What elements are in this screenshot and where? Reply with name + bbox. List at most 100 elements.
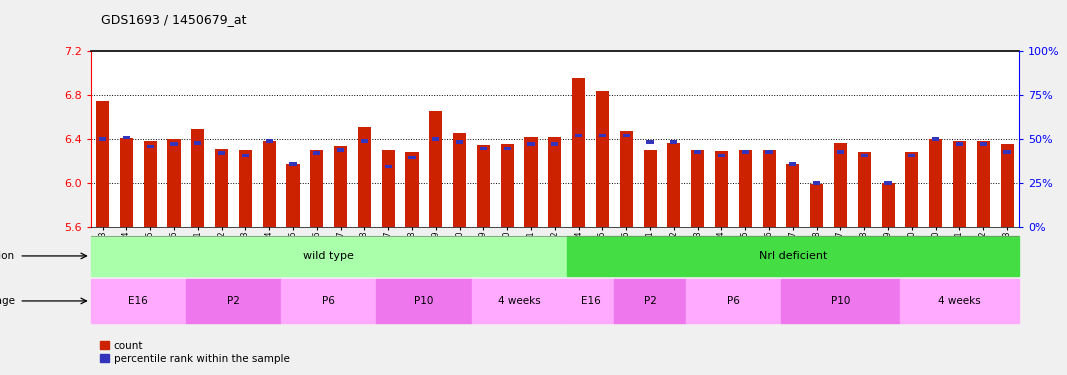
Bar <box>242 153 249 157</box>
Bar <box>686 279 781 322</box>
Bar <box>429 111 443 227</box>
Bar <box>525 136 538 227</box>
Bar <box>742 150 749 154</box>
Text: P6: P6 <box>322 296 335 306</box>
Bar <box>1001 144 1014 227</box>
Bar <box>194 141 202 145</box>
Bar <box>91 236 567 276</box>
Bar <box>384 165 392 168</box>
Text: P10: P10 <box>831 296 850 306</box>
Bar <box>477 146 490 227</box>
Legend: count, percentile rank within the sample: count, percentile rank within the sample <box>96 336 293 368</box>
Bar <box>858 152 871 227</box>
Bar <box>453 133 466 227</box>
Text: 4 weeks: 4 weeks <box>938 296 981 306</box>
Bar <box>643 150 656 227</box>
Bar <box>357 127 371 227</box>
Bar <box>552 142 558 146</box>
Bar <box>281 279 377 322</box>
Bar <box>956 142 964 146</box>
Bar <box>405 152 418 227</box>
Bar <box>123 136 130 140</box>
Bar <box>314 151 320 155</box>
Text: P2: P2 <box>227 296 240 306</box>
Bar <box>567 279 615 322</box>
Bar <box>567 236 1019 276</box>
Bar <box>168 139 180 227</box>
Bar <box>953 141 966 227</box>
Bar <box>738 150 752 227</box>
Bar <box>310 150 323 227</box>
Bar <box>377 279 472 322</box>
Bar <box>813 181 821 184</box>
Bar <box>239 150 252 227</box>
Bar <box>615 279 686 322</box>
Text: P10: P10 <box>414 296 433 306</box>
Text: genotype/variation: genotype/variation <box>0 251 15 261</box>
Bar <box>980 142 987 146</box>
Bar <box>361 139 368 143</box>
Bar <box>334 147 347 227</box>
Text: development stage: development stage <box>0 296 15 306</box>
Bar <box>472 279 567 322</box>
Bar <box>599 134 606 137</box>
Bar <box>908 153 915 157</box>
Bar <box>620 131 633 227</box>
Bar <box>146 145 154 148</box>
Bar <box>289 162 297 166</box>
Bar <box>382 150 395 227</box>
Bar <box>667 143 681 227</box>
Bar <box>286 164 300 227</box>
Bar <box>527 142 535 146</box>
Bar <box>786 164 799 227</box>
Bar <box>548 136 561 227</box>
Bar <box>899 279 1019 322</box>
Bar <box>480 147 487 150</box>
Bar <box>96 101 109 227</box>
Text: P2: P2 <box>643 296 656 306</box>
Bar <box>1003 150 1010 154</box>
Bar <box>186 279 281 322</box>
Bar <box>670 140 678 144</box>
Bar <box>834 143 847 227</box>
Bar <box>500 144 514 227</box>
Bar <box>144 141 157 227</box>
Text: E16: E16 <box>128 296 148 306</box>
Bar <box>691 150 704 227</box>
Bar <box>837 150 844 154</box>
Text: GDS1693 / 1450679_at: GDS1693 / 1450679_at <box>101 13 246 26</box>
Text: Nrl deficient: Nrl deficient <box>759 251 827 261</box>
Bar <box>216 148 228 227</box>
Bar <box>715 151 728 227</box>
Bar <box>623 134 630 137</box>
Bar <box>885 181 892 184</box>
Bar <box>718 153 726 157</box>
Bar <box>262 141 275 227</box>
Bar <box>191 129 205 227</box>
Bar <box>790 162 796 166</box>
Bar <box>218 151 225 155</box>
Bar <box>905 152 919 227</box>
Bar <box>694 150 701 154</box>
Bar <box>763 150 776 227</box>
Bar <box>575 134 583 137</box>
Bar <box>929 139 942 227</box>
Bar <box>504 147 511 150</box>
Bar <box>99 137 107 141</box>
Bar <box>456 140 463 144</box>
Bar <box>765 150 773 154</box>
Bar <box>171 142 177 146</box>
Bar <box>781 279 899 322</box>
Bar <box>337 148 345 152</box>
Bar <box>976 141 990 227</box>
Bar <box>572 78 585 227</box>
Bar <box>933 137 939 141</box>
Text: wild type: wild type <box>303 251 354 261</box>
Bar <box>120 138 133 227</box>
Text: 4 weeks: 4 weeks <box>498 296 541 306</box>
Bar <box>266 139 273 143</box>
Text: E16: E16 <box>580 296 601 306</box>
Bar <box>432 137 440 141</box>
Bar <box>861 153 867 157</box>
Bar <box>810 184 824 227</box>
